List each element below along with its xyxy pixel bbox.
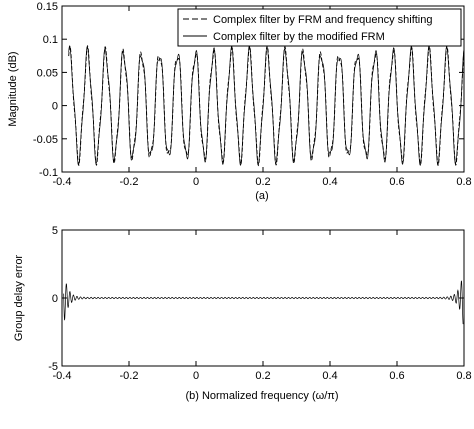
group-delay-xtick-label: -0.2 — [120, 370, 139, 382]
legend-item-dashed: Complex filter by FRM and frequency shif… — [213, 14, 432, 26]
legend-item-solid: Complex filter by the modified FRM — [213, 31, 385, 43]
group-delay-ytick-label: 0 — [52, 293, 58, 305]
group-delay-chart: -0.4 -0.2 0 0.2 0.4 0.6 0.8 -5 0 5 (b) Normalized… — [13, 225, 472, 402]
group-delay-xlabel: (b) Normalized frequency (ω/π) — [185, 390, 338, 402]
group-delay-xtick-label: 0.4 — [322, 370, 337, 382]
series-modified-frm-line — [68, 45, 465, 167]
group-delay-xtick-label: -0.4 — [53, 370, 72, 382]
series-group-delay-error-line — [63, 280, 464, 325]
magnitude-ytick-label: 0.05 — [37, 67, 58, 79]
magnitude-xtick-label: -0.4 — [53, 176, 72, 188]
group-delay-xtick-label: 0.8 — [456, 370, 471, 382]
magnitude-series — [68, 44, 465, 167]
magnitude-chart: -0.4 -0.2 0 0.2 0.4 0.6 0.8 -0.1 -0.05 0 0.05 0.1 0.… — [7, 1, 472, 202]
magnitude-xtick-label: -0.2 — [120, 176, 139, 188]
group-delay-axes-ticks: -0.4 -0.2 0 0.2 0.4 0.6 0.8 -5 0 5 — [48, 225, 471, 382]
group-delay-ytick-label: 5 — [52, 225, 58, 237]
magnitude-xlabel: (a) — [255, 190, 268, 202]
magnitude-xtick-label: 0.2 — [255, 176, 270, 188]
group-delay-ytick-label: -5 — [48, 361, 58, 373]
magnitude-ytick-label: -0.1 — [39, 167, 58, 179]
legend: Complex filter by FRM and frequency shif… — [177, 8, 462, 47]
magnitude-xtick-label: 0 — [193, 176, 199, 188]
group-delay-xtick-label: 0.2 — [255, 370, 270, 382]
group-delay-series — [63, 280, 464, 325]
magnitude-ytick-label: -0.05 — [33, 134, 58, 146]
series-frm-frequency-shifting-line — [68, 44, 465, 167]
magnitude-ylabel: Magnitude (dB) — [7, 51, 19, 126]
magnitude-xtick-label: 0.4 — [322, 176, 337, 188]
group-delay-ylabel: Group delay error — [13, 255, 25, 342]
magnitude-xtick-label: 0.8 — [456, 176, 471, 188]
group-delay-xtick-label: 0 — [193, 370, 199, 382]
magnitude-ytick-label: 0 — [52, 101, 58, 113]
magnitude-ytick-label: 0.15 — [37, 1, 58, 13]
legend-box — [177, 8, 462, 47]
magnitude-xtick-label: 0.6 — [389, 176, 404, 188]
magnitude-ytick-label: 0.1 — [43, 34, 58, 46]
group-delay-xtick-label: 0.6 — [389, 370, 404, 382]
magnitude-axes-ticks: -0.4 -0.2 0 0.2 0.4 0.6 0.8 -0.1 -0.05 0 0.05 0.1 0.… — [33, 1, 472, 188]
